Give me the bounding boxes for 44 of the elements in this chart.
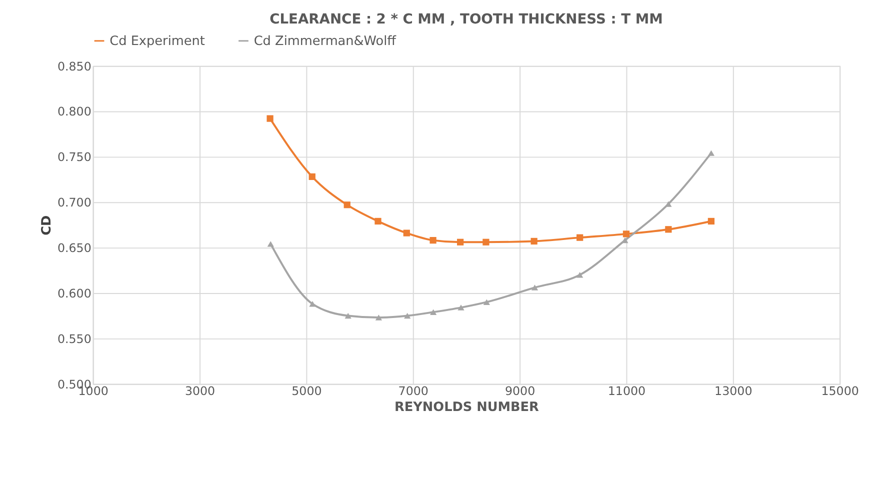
point (309, 301, 316, 307)
point (404, 312, 411, 319)
x-tick-label: 15000 (821, 384, 859, 398)
point (430, 236, 436, 244)
y-tick-label: 0.750 (57, 150, 92, 164)
x-tick-label: 13000 (714, 384, 752, 398)
point (531, 284, 538, 290)
x-tick-label: 5000 (292, 384, 322, 398)
point (665, 226, 672, 233)
point (622, 230, 630, 238)
point (665, 201, 672, 207)
chart-title: CLEARANCE : 2 * C MM , TOOTH THICKNESS : T MM (270, 11, 663, 28)
point (530, 238, 538, 245)
point (708, 150, 715, 156)
y-tick-label: 0.650 (57, 241, 92, 256)
x-tick-label: 3000 (184, 384, 216, 398)
legend-label: Cd Zimmerman&Wolff (254, 34, 398, 49)
point (403, 230, 410, 236)
point (267, 241, 274, 247)
point (458, 304, 464, 310)
y-axis-title: CD (40, 215, 55, 236)
point (308, 173, 316, 180)
point (576, 234, 584, 241)
x-axis-title: REYNOLDS NUMBER (394, 400, 540, 416)
point (344, 202, 350, 208)
y-tick-label: 0.550 (57, 332, 92, 346)
point (430, 309, 437, 315)
point (483, 299, 490, 305)
point (266, 115, 274, 122)
point (482, 238, 490, 246)
point (576, 272, 584, 278)
y-tick-label: 0.700 (57, 196, 92, 210)
x-tick-label: 7000 (398, 384, 428, 398)
point (374, 218, 382, 225)
x-tick-label: 11000 (608, 384, 646, 398)
y-tick-label: 0.600 (57, 286, 92, 300)
x-tick-label: 9000 (504, 384, 536, 398)
y-tick-label: 0.800 (57, 104, 92, 119)
point (375, 314, 382, 320)
legend-label: Cd Experiment (110, 34, 205, 49)
y-tick-label: 0.850 (57, 59, 92, 74)
point (708, 218, 715, 225)
point (344, 312, 352, 319)
point (456, 238, 464, 246)
